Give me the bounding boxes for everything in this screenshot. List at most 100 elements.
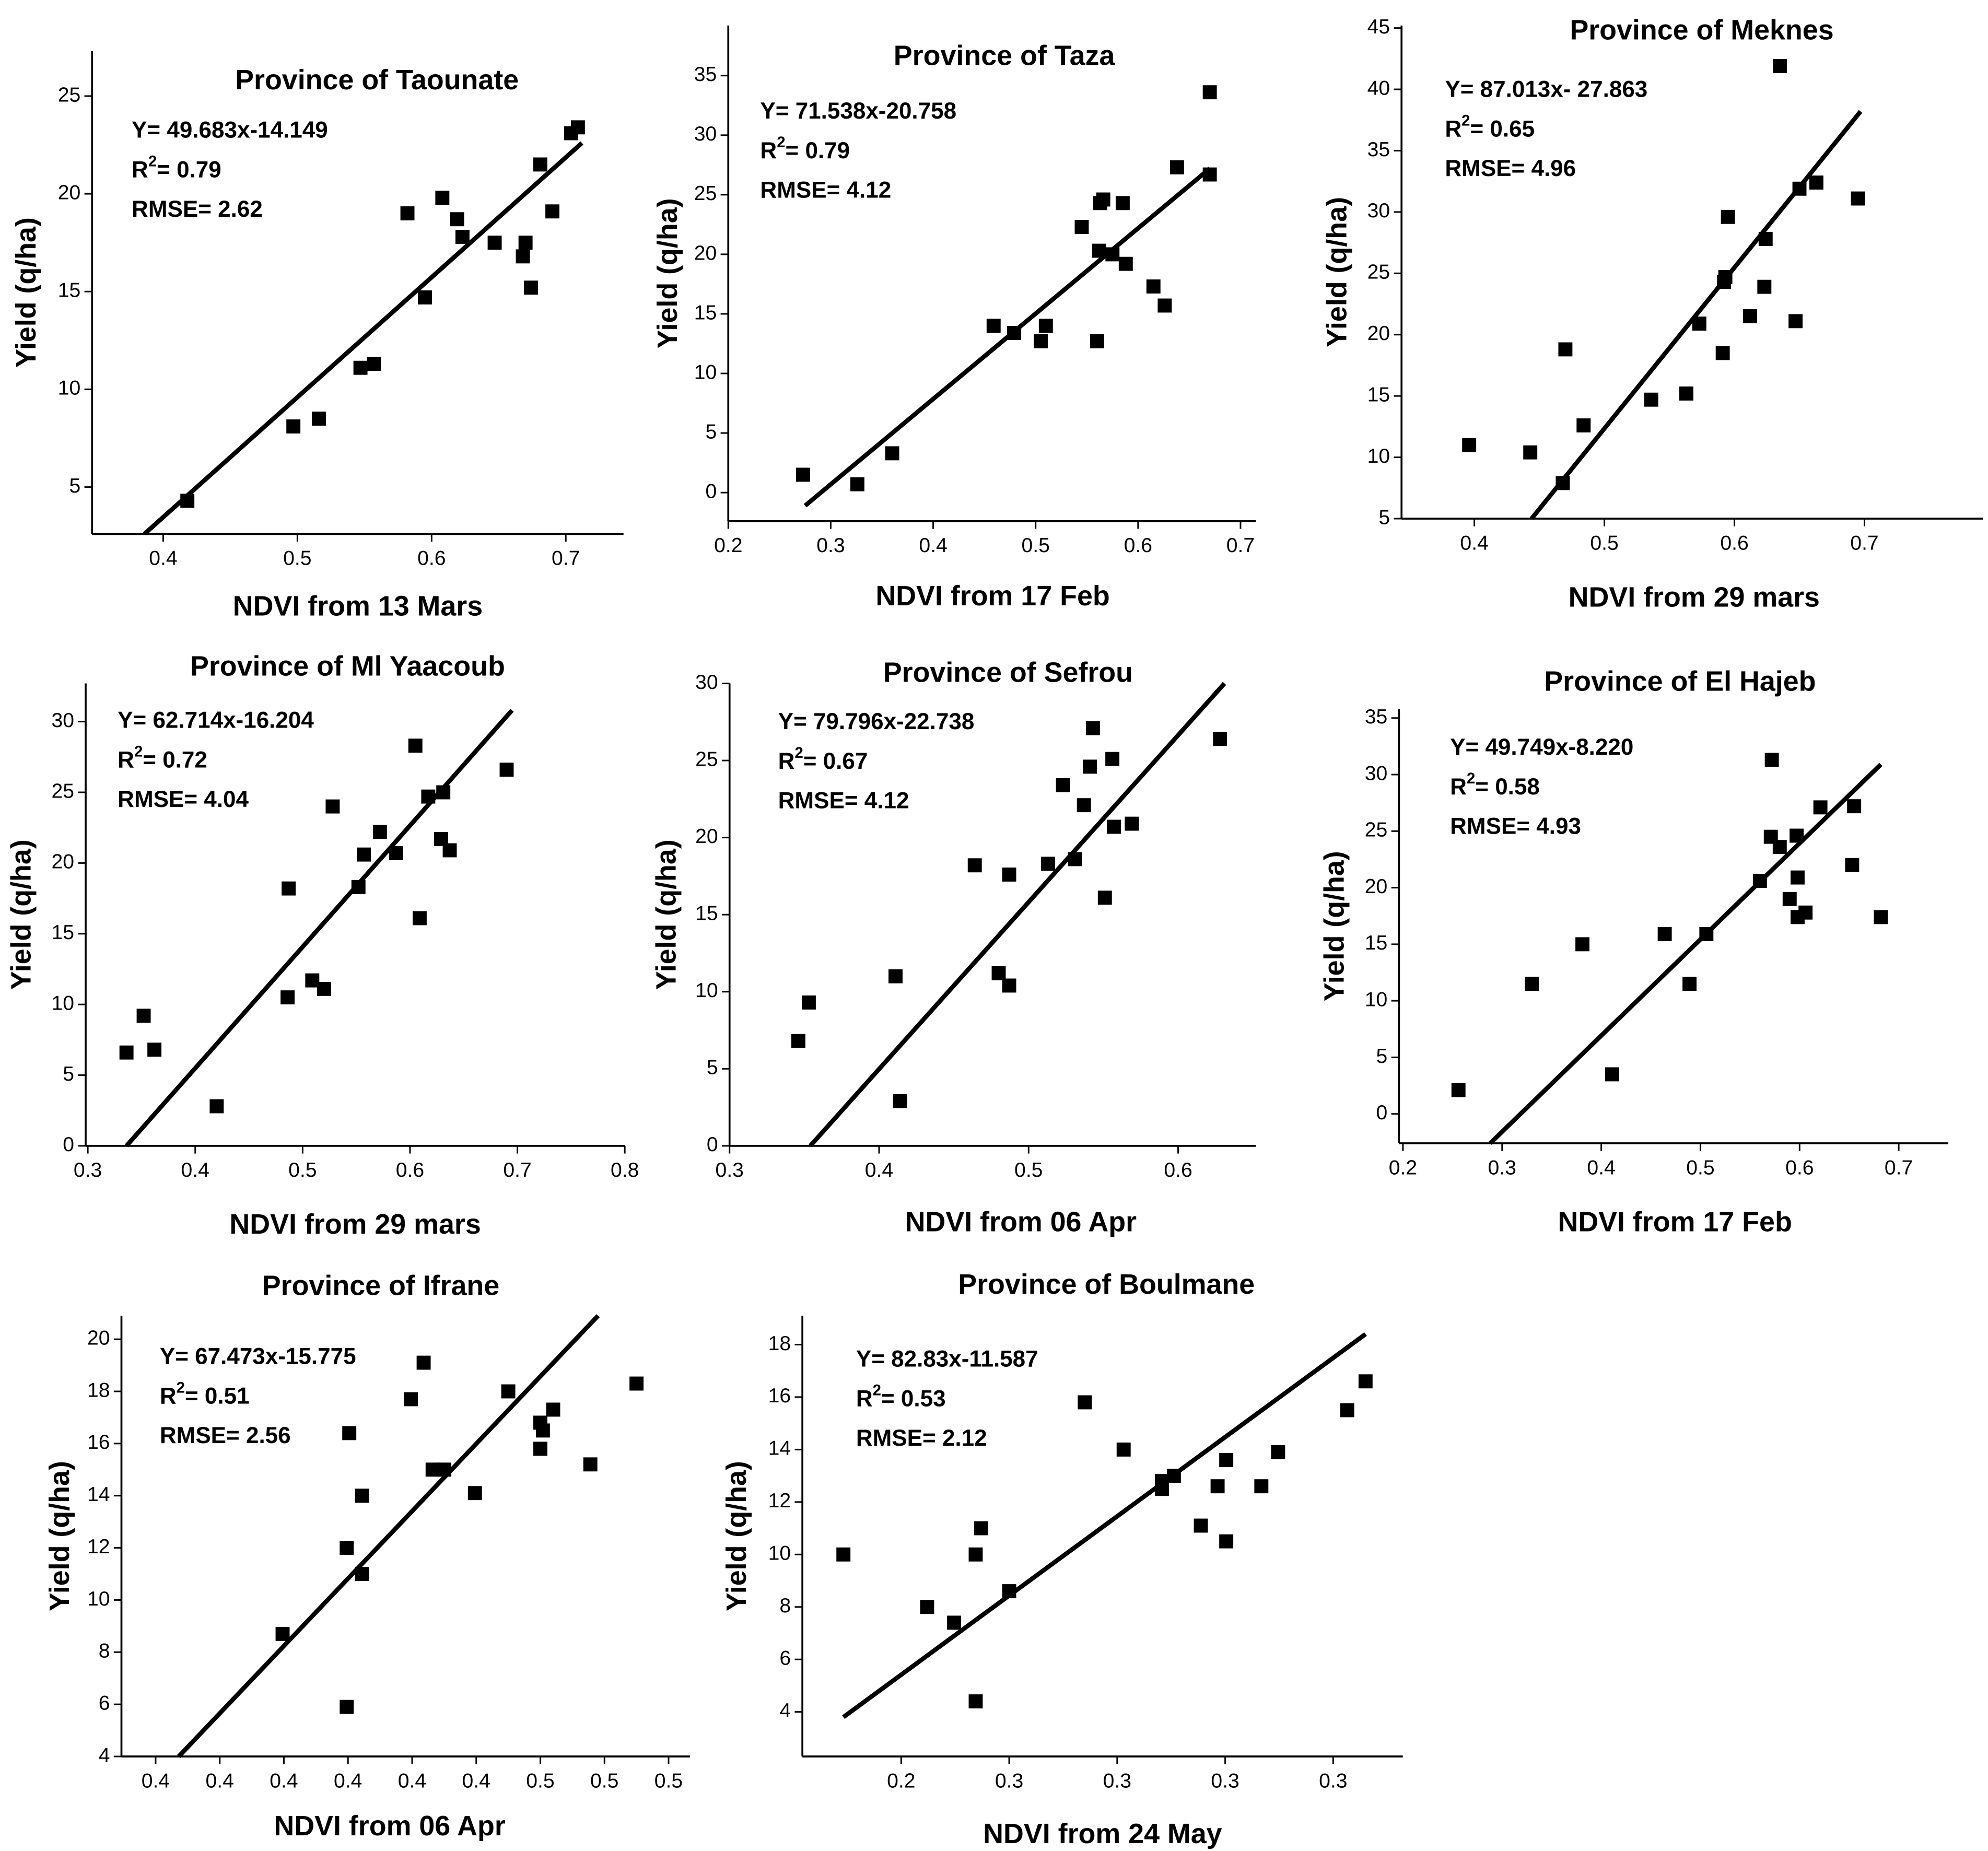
data-point (1213, 732, 1227, 746)
data-point (1575, 937, 1589, 952)
data-point (516, 249, 530, 264)
y-tick-label: 15 (1365, 932, 1388, 954)
y-tick-label: 10 (694, 361, 717, 383)
x-tick-label: 0.4 (865, 1159, 893, 1181)
data-point (1219, 1452, 1234, 1467)
data-point (1798, 905, 1813, 920)
data-point (1038, 319, 1053, 333)
data-point (1721, 209, 1735, 224)
y-tick-label: 25 (1367, 261, 1390, 284)
data-point (1078, 1395, 1092, 1410)
y-tick-label: 10 (1365, 988, 1388, 1011)
data-point (583, 1457, 598, 1472)
x-tick-label: 0.4 (142, 1770, 170, 1792)
y-tick-label: 15 (694, 301, 717, 324)
data-point (1451, 1083, 1466, 1097)
data-point (791, 1034, 805, 1048)
data-point (1644, 392, 1658, 407)
data-point (1105, 752, 1120, 766)
data-point (1157, 298, 1172, 313)
r-squared: R2= 0.72 (118, 743, 207, 772)
data-point (367, 357, 381, 371)
x-axis-label: NDVI from 06 Apr (905, 1206, 1137, 1237)
data-point (357, 847, 371, 862)
y-tick-label: 35 (1367, 138, 1390, 161)
data-point (1125, 816, 1139, 831)
x-tick-label: 0.3 (74, 1159, 102, 1181)
equation: Y= 82.83x-11.587 (856, 1346, 1038, 1372)
y-tick-label: 5 (63, 1063, 74, 1085)
data-point (1105, 247, 1120, 262)
data-point (1068, 852, 1082, 866)
x-tick-label: 0.6 (1720, 532, 1748, 554)
y-tick-label: 20 (51, 851, 74, 873)
x-tick-label: 0.3 (816, 534, 845, 557)
y-tick-label: 14 (87, 1483, 110, 1506)
r2-label: R (118, 747, 134, 772)
y-tick-label: 30 (51, 709, 74, 732)
data-point (1764, 753, 1779, 767)
x-tick-label: 0.5 (288, 1159, 317, 1181)
data-point (1692, 317, 1706, 331)
equation: Y= 71.538x-20.758 (760, 98, 956, 124)
y-tick-label: 16 (768, 1385, 791, 1407)
data-point (1146, 279, 1161, 294)
data-point (282, 881, 296, 896)
y-tick-label: 10 (87, 1588, 110, 1610)
data-point (1679, 386, 1693, 401)
fit-line (1529, 110, 1863, 520)
data-point (455, 229, 470, 244)
r-squared: R2= 0.58 (1450, 770, 1540, 800)
data-point (1034, 334, 1048, 348)
equation: Y= 79.796x-22.738 (778, 709, 975, 734)
y-axis-label: Yield (q/ha) (652, 198, 683, 348)
y-tick-label: 5 (69, 475, 80, 497)
r-squared: R2= 0.79 (760, 134, 850, 163)
y-tick-label: 0 (63, 1133, 74, 1156)
data-point (412, 911, 427, 926)
data-point (920, 1600, 934, 1614)
data-point (147, 1042, 162, 1057)
y-tick-label: 45 (1367, 16, 1390, 38)
y-tick-label: 10 (58, 377, 81, 400)
r2-sup: 2 (777, 134, 785, 151)
y-tick-label: 18 (768, 1332, 791, 1355)
x-tick-label: 0.3 (1103, 1770, 1131, 1792)
x-tick-label: 0.4 (270, 1770, 298, 1792)
x-tick-label: 0.4 (919, 534, 947, 557)
x-tick-label: 0.4 (398, 1770, 426, 1792)
r-squared: R2= 0.65 (1445, 112, 1535, 142)
x-tick-label: 0.4 (149, 547, 177, 570)
data-point (1657, 927, 1672, 941)
r2-value: = 0.79 (157, 157, 221, 182)
data-point (796, 467, 810, 482)
x-tick-label: 0.4 (334, 1770, 362, 1792)
x-axis-label: NDVI from 13 Mars (233, 590, 483, 622)
r2-label: R (760, 138, 777, 163)
data-point (1085, 721, 1100, 735)
data-point (1170, 160, 1184, 174)
data-point (1056, 778, 1070, 792)
y-tick-label: 6 (779, 1647, 791, 1670)
r2-value: = 0.79 (786, 138, 850, 163)
x-tick-label: 0.5 (283, 547, 311, 570)
y-tick-label: 25 (695, 748, 718, 770)
fit-line (1488, 763, 1882, 1145)
y-tick-label: 15 (1367, 384, 1390, 406)
data-point (435, 191, 450, 205)
r2-sup: 2 (134, 743, 143, 760)
y-tick-label: 0 (1376, 1102, 1388, 1124)
data-point (801, 995, 816, 1010)
data-point (1809, 175, 1823, 190)
data-point (1116, 1442, 1131, 1457)
r2-value: = 0.67 (803, 748, 868, 774)
data-point (885, 446, 899, 461)
y-tick-label: 8 (99, 1640, 110, 1662)
data-point (351, 880, 366, 894)
y-tick-label: 10 (51, 992, 74, 1014)
data-point (416, 1355, 431, 1370)
x-tick-label: 0.6 (1124, 534, 1152, 557)
rmse: RMSE= 4.96 (1445, 156, 1576, 181)
data-point (1605, 1067, 1619, 1082)
data-point (450, 212, 464, 227)
